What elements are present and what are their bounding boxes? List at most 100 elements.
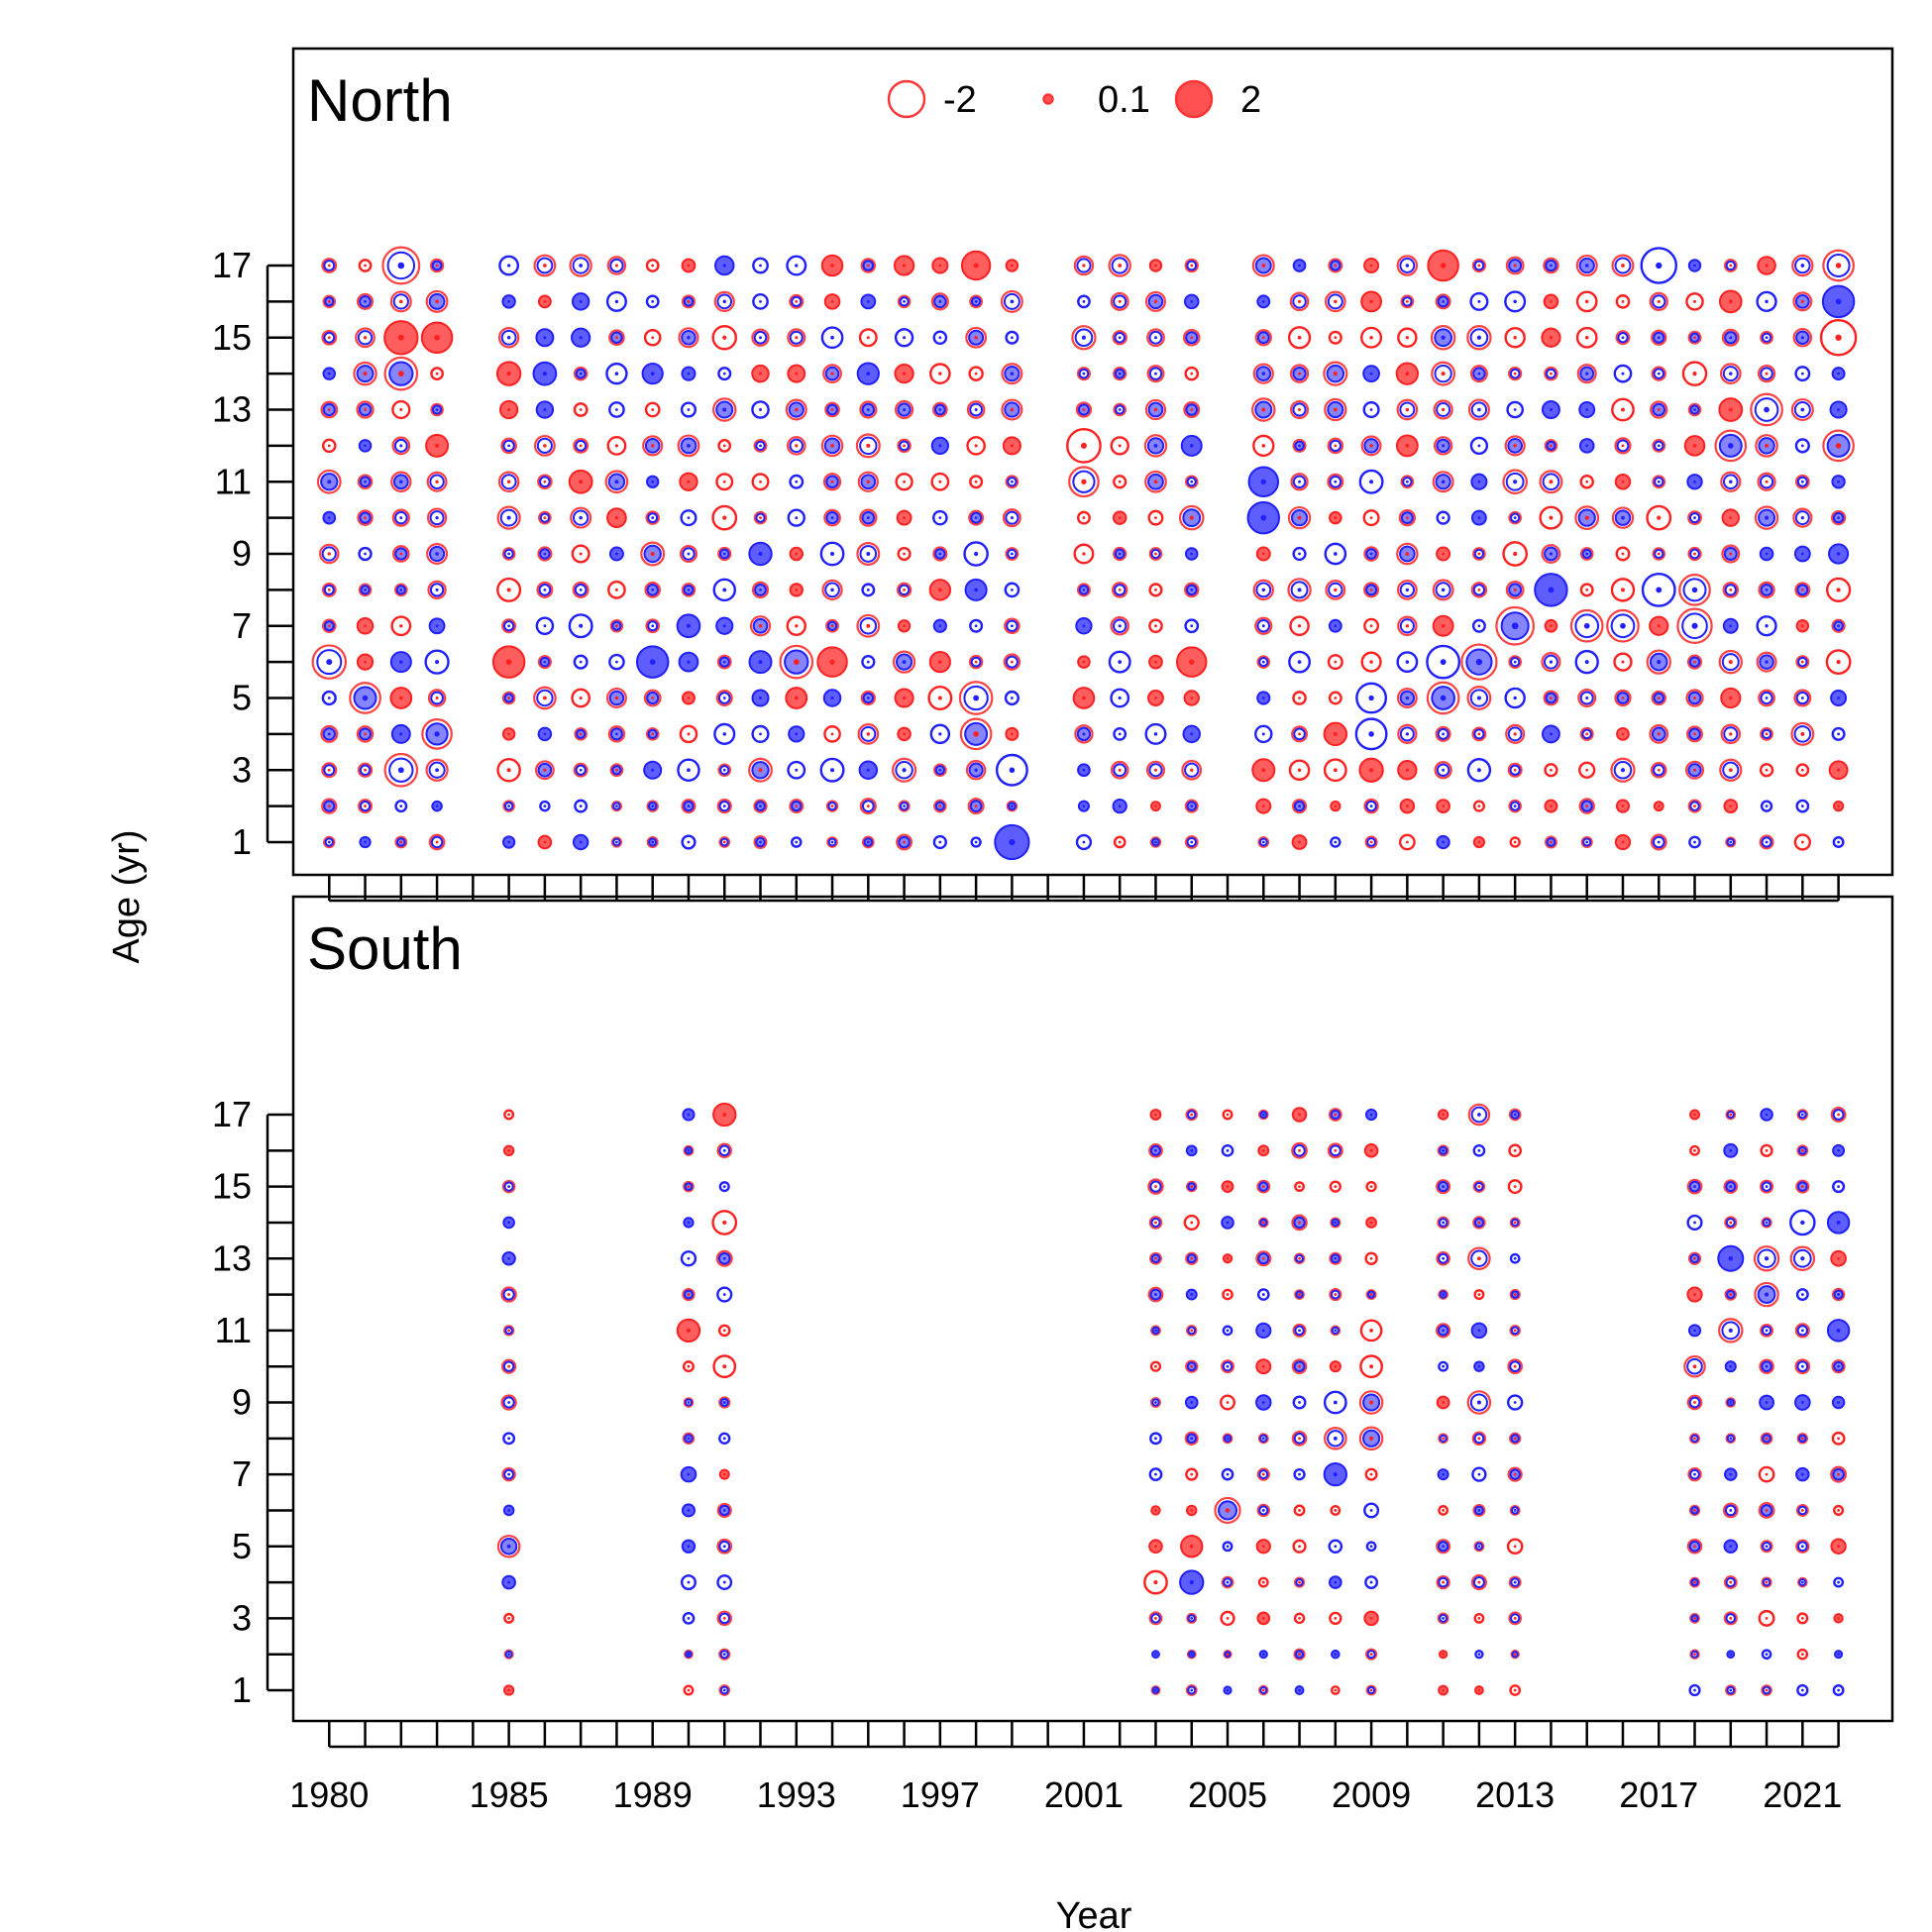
- bubble-north-1980-age17: [321, 258, 338, 273]
- bubble-north-2013-age4-center: [1513, 732, 1517, 736]
- bubble-north-1992-age11-center: [759, 480, 762, 483]
- bubble-north-2021-age6-center: [1800, 660, 1804, 664]
- bubble-north-2019-age2-center: [1729, 805, 1733, 808]
- bubble-north-1992-age6-center: [758, 660, 763, 665]
- bubble-north-1988-age16-center: [614, 299, 619, 304]
- bubble-north-2002-age14-center: [1118, 372, 1122, 376]
- bubble-north-1996-age8: [896, 582, 912, 598]
- bubble-north-2004-age4-center: [1190, 732, 1194, 736]
- bubble-south-2020-age1: [1761, 1684, 1772, 1696]
- bubble-south-2020-age13: [1753, 1245, 1780, 1272]
- bubble-south-2013-age12-center: [1513, 1293, 1517, 1296]
- bubble-south-2011-age13-center: [1442, 1256, 1446, 1260]
- bubble-south-2004-age8-center: [1190, 1437, 1194, 1441]
- bubble-north-2018-age5: [1685, 689, 1704, 707]
- bubble-north-2009-age4-center: [1368, 731, 1374, 737]
- bubble-north-1989-age8-center: [651, 588, 655, 591]
- bubble-north-2017-age15: [1651, 329, 1667, 346]
- bubble-north-2018-age7-inner: [1681, 612, 1708, 640]
- bubble-south-2019-age4-inner: [1725, 1576, 1736, 1588]
- bubble-north-2003-age4: [1144, 722, 1167, 745]
- bubble-north-1999-age10-inner: [1005, 510, 1020, 525]
- bubble-north-2008-age14: [1323, 361, 1348, 386]
- bubble-south-2018-age3-center: [1693, 1616, 1696, 1620]
- bubble-south-2003-age14-inner: [1150, 1217, 1161, 1229]
- bubble-north-2008-age13-center: [1333, 407, 1338, 412]
- bubble-north-1982-age3: [383, 752, 419, 788]
- bubble-north-2004-age8-center: [1190, 588, 1194, 591]
- bubble-north-1992-age10: [753, 510, 768, 525]
- bubble-north-2013-age7: [1495, 605, 1536, 646]
- bubble-south-2006-age8-inner: [1259, 1434, 1268, 1443]
- bubble-north-2019-age15-center: [1729, 336, 1733, 340]
- bubble-north-2011-age5: [1426, 681, 1460, 715]
- bubble-north-1998-age14: [968, 366, 984, 381]
- bubble-south-2021-age7: [1795, 1466, 1810, 1482]
- bubble-south-2020-age6: [1758, 1502, 1775, 1519]
- bubble-north-1981-age10: [357, 509, 374, 526]
- bubble-north-1998-age9-center: [974, 551, 979, 557]
- bubble-north-2019-age3-center: [1728, 768, 1733, 773]
- bubble-north-2002-age1: [1113, 835, 1127, 849]
- bubble-north-2022-age8-center: [1836, 588, 1841, 592]
- bubble-north-1980-age5-center: [327, 697, 331, 699]
- bubble-north-2012-age7: [1471, 618, 1486, 633]
- bubble-south-1991-age13: [715, 1249, 733, 1267]
- bubble-south-2022-age8: [1831, 1431, 1846, 1446]
- bubble-south-2021-age17-center: [1800, 1113, 1804, 1117]
- bubble-north-2015-age12-center: [1585, 444, 1589, 448]
- bubble-north-2019-age12-center: [1728, 443, 1734, 449]
- bubble-north-2020-age15: [1760, 330, 1773, 345]
- bubble-south-2022-age7-center: [1837, 1472, 1840, 1476]
- bubble-north-2003-age17: [1148, 259, 1163, 272]
- bubble-north-1996-age5: [894, 688, 914, 708]
- bubble-north-2016-age2: [1615, 799, 1631, 813]
- bubble-south-2013-age17: [1508, 1108, 1522, 1122]
- bubble-north-2003-age16: [1144, 290, 1167, 312]
- bubble-north-1993-age1: [791, 836, 803, 848]
- y-tick-label-1: 1: [232, 821, 252, 862]
- bubble-north-2013-age3-center: [1513, 768, 1517, 772]
- bubble-south-1985-age12-center: [507, 1293, 511, 1296]
- bubble-north-1990-age16: [681, 294, 696, 309]
- bubble-north-1993-age1-center: [795, 840, 799, 844]
- bubble-north-2006-age6-center: [1261, 660, 1265, 664]
- bubble-south-2018-age9-center: [1693, 1401, 1696, 1404]
- bubble-north-2001-age10-center: [1082, 516, 1086, 520]
- bubble-south-2019-age11: [1718, 1318, 1744, 1343]
- bubble-north-1997-age7-center: [938, 624, 942, 628]
- bubble-north-1987-age8-inner: [574, 584, 588, 596]
- bubble-north-1986-age7: [535, 616, 555, 636]
- bubble-north-2015-age17: [1575, 254, 1598, 277]
- bubble-north-1991-age8: [712, 578, 736, 602]
- bubble-north-1991-age3: [717, 763, 732, 778]
- bubble-south-2019-age3-inner: [1725, 1613, 1737, 1624]
- bubble-south-2006-age1: [1258, 1684, 1269, 1696]
- bubble-north-1990-age9-center: [687, 552, 691, 556]
- bubble-south-1990-age12-center: [687, 1293, 691, 1296]
- bubble-north-1998-age11-center: [974, 480, 978, 483]
- bubble-north-2002-age4-center: [1118, 732, 1122, 736]
- bubble-north-2012-age17-inner: [1473, 260, 1485, 271]
- bubble-south-2022-age1-center: [1837, 1688, 1840, 1692]
- bubble-south-2020-age13-center: [1764, 1256, 1770, 1261]
- bubble-north-1999-age11: [1005, 475, 1020, 489]
- bubble-south-2021-age9-center: [1800, 1401, 1804, 1404]
- bubble-south-2004-age1-inner: [1187, 1685, 1197, 1695]
- bubble-north-1989-age5: [643, 689, 662, 707]
- bubble-south-2011-age5-center: [1442, 1545, 1446, 1549]
- bubble-south-2007-age4-center: [1298, 1580, 1301, 1584]
- bubble-south-2006-age8-center: [1261, 1437, 1265, 1441]
- bubble-north-1987-age13: [573, 402, 589, 417]
- bubble-north-1991-age5-center: [722, 697, 726, 699]
- bubble-south-1990-age9-inner: [684, 1398, 693, 1407]
- bubble-north-2010-age11-inner: [1402, 477, 1413, 487]
- bubble-south-2019-age2: [1726, 1650, 1736, 1660]
- bubble-south-2021-age13-inner: [1792, 1248, 1812, 1268]
- bubble-north-2007-age15-center: [1297, 335, 1302, 340]
- bubble-north-2012-age6: [1460, 643, 1498, 681]
- bubble-north-2008-age12: [1327, 437, 1344, 455]
- bubble-north-1988-age12-center: [614, 444, 618, 448]
- bubble-north-1999-age17: [1005, 259, 1020, 272]
- bubble-north-2001-age11-inner: [1072, 470, 1096, 493]
